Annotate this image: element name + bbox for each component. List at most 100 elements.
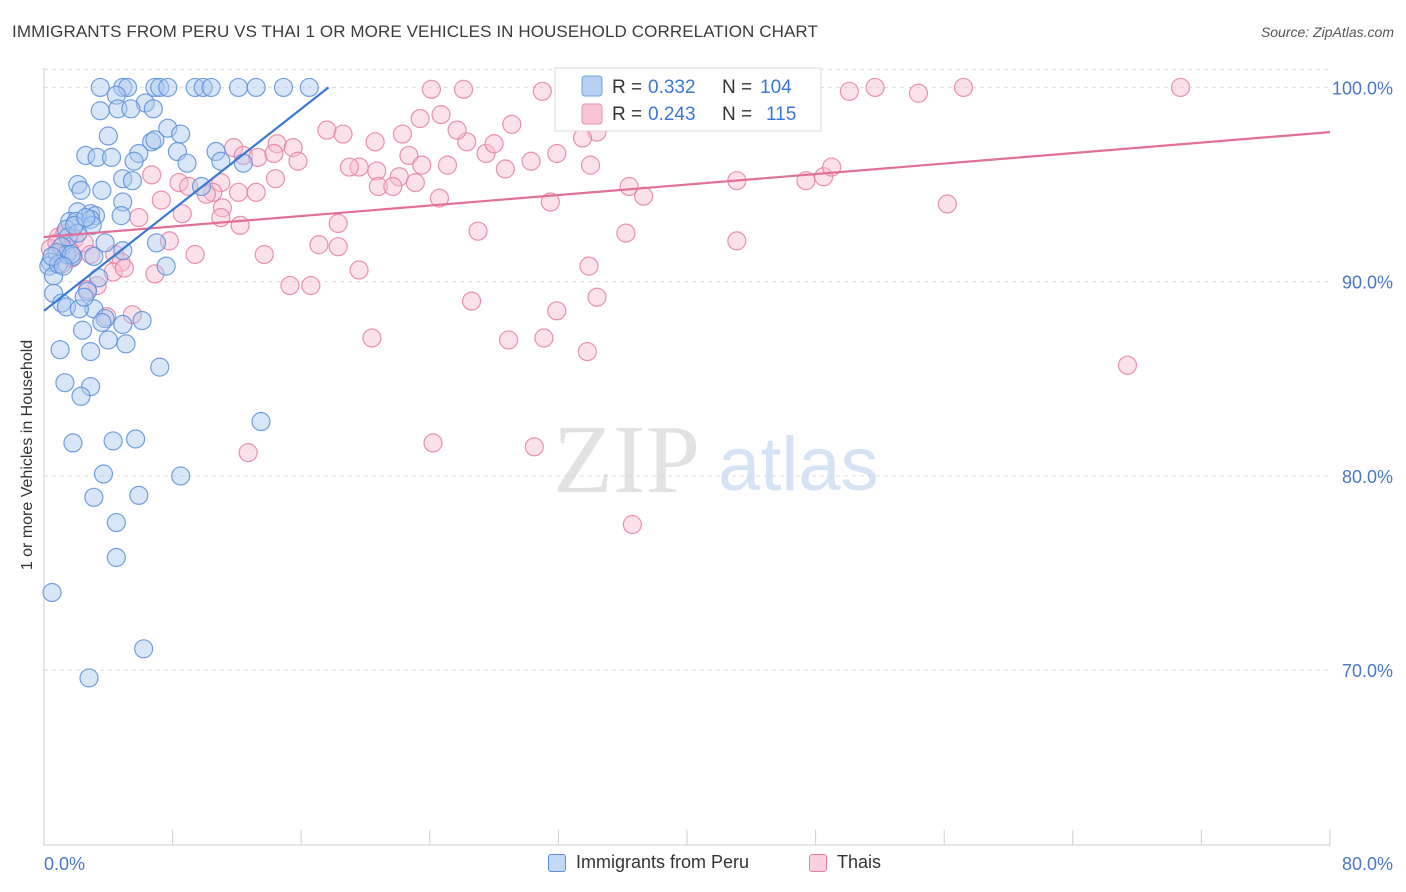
- thais-point: [228, 182, 249, 202]
- x-tick-label-max: 80.0%: [1342, 854, 1393, 874]
- peru-point: [71, 180, 91, 200]
- thais-point: [579, 256, 599, 276]
- peru-point: [124, 151, 144, 171]
- thais-point: [230, 215, 250, 235]
- peru-point: [98, 126, 118, 146]
- peru-points: [39, 77, 319, 688]
- peru-point: [299, 77, 319, 98]
- thais-point: [212, 198, 233, 218]
- thais-point: [577, 342, 597, 362]
- peru-point: [106, 512, 126, 533]
- y-tick-label: 90.0%: [1342, 273, 1393, 293]
- thais-point: [368, 176, 388, 197]
- peru-point: [126, 429, 146, 449]
- thais-point: [423, 433, 443, 453]
- peru-point: [206, 141, 226, 162]
- peru-point: [185, 77, 205, 98]
- peru-point: [150, 77, 170, 98]
- bottom-legend-thais[interactable]: Thais: [809, 852, 881, 873]
- peru-point: [90, 77, 110, 98]
- thais-point: [431, 105, 451, 125]
- thais-point: [865, 77, 885, 98]
- thais-point: [246, 182, 266, 202]
- thais-point: [367, 161, 387, 181]
- thais-point: [461, 291, 482, 311]
- peru-point: [106, 547, 126, 568]
- peru-point: [69, 299, 89, 319]
- thais-point: [410, 108, 430, 129]
- peru-point: [53, 256, 73, 276]
- peru-point: [74, 287, 94, 307]
- thais-point: [87, 275, 107, 296]
- peru-point: [132, 310, 152, 331]
- peru-point: [145, 130, 165, 150]
- peru-point: [251, 411, 271, 432]
- thais-point: [265, 169, 286, 189]
- thais-point: [937, 194, 958, 214]
- thais-point: [616, 223, 636, 243]
- thais-point: [309, 235, 329, 255]
- legend-n-label-peru: N =: [722, 77, 752, 98]
- thais-point: [495, 159, 515, 179]
- legend-r-label-peru: R =: [612, 77, 642, 98]
- thais-point: [328, 237, 348, 257]
- peru-point: [228, 77, 249, 98]
- thais-point: [619, 176, 639, 197]
- thais-point: [633, 186, 654, 206]
- y-tick-label: 70.0%: [1342, 661, 1393, 681]
- bottom-legend-label-peru: Immigrants from Peru: [576, 852, 750, 872]
- peru-point: [79, 668, 99, 688]
- thais-point: [429, 188, 450, 208]
- peru-point: [246, 77, 266, 98]
- thais-point: [447, 120, 467, 140]
- thais-point: [103, 262, 123, 282]
- bottom-legend-peru[interactable]: Immigrants from Peru: [548, 852, 749, 873]
- peru-point: [129, 485, 149, 505]
- thais-point: [399, 145, 419, 166]
- thais-point: [524, 437, 544, 457]
- legend-n-value-thais: 115: [766, 104, 796, 125]
- peru-point: [63, 433, 83, 453]
- thais-point: [547, 143, 567, 164]
- peru-point: [134, 639, 154, 659]
- thais-point: [437, 155, 458, 175]
- thais-point: [908, 83, 929, 103]
- legend-r-label-thais: R =: [612, 104, 642, 125]
- thais-points: [40, 77, 1191, 535]
- peru-point: [84, 487, 104, 507]
- thais-trendline: [43, 131, 1331, 239]
- thais-point: [169, 173, 189, 193]
- thais-point: [476, 143, 496, 164]
- peru-point: [81, 342, 101, 362]
- thais-point: [172, 204, 192, 224]
- y-tick-labels: 70.0% 80.0% 90.0% 100.0%: [1332, 78, 1393, 681]
- watermark: ZIP atlas: [553, 406, 879, 514]
- thais-point: [1117, 355, 1138, 375]
- thais-point: [953, 77, 974, 98]
- peru-point: [156, 256, 176, 276]
- thais-point: [521, 151, 541, 171]
- peru-point: [71, 386, 91, 406]
- peru-point: [42, 582, 62, 603]
- thais-point: [280, 275, 300, 296]
- peru-point: [121, 99, 141, 119]
- thais-point: [532, 81, 552, 101]
- thais-point: [498, 330, 519, 350]
- trendlines: [43, 86, 1331, 312]
- chart-source: Source: ZipAtlas.com: [1260, 24, 1394, 40]
- thais-point: [339, 157, 360, 177]
- thais-point: [333, 124, 353, 144]
- peru-point: [201, 77, 221, 98]
- peru-point: [92, 180, 112, 200]
- watermark-atlas: atlas: [718, 422, 879, 507]
- peru-point: [50, 340, 70, 360]
- thais-point: [122, 305, 143, 325]
- legend-swatch-thais: [581, 103, 603, 125]
- legend-r-value-peru: 0.332: [648, 77, 696, 98]
- y-tick-label: 100.0%: [1332, 78, 1393, 98]
- thais-point: [727, 231, 747, 251]
- peru-point: [150, 357, 170, 377]
- peru-point: [90, 101, 110, 121]
- peru-point: [68, 174, 88, 195]
